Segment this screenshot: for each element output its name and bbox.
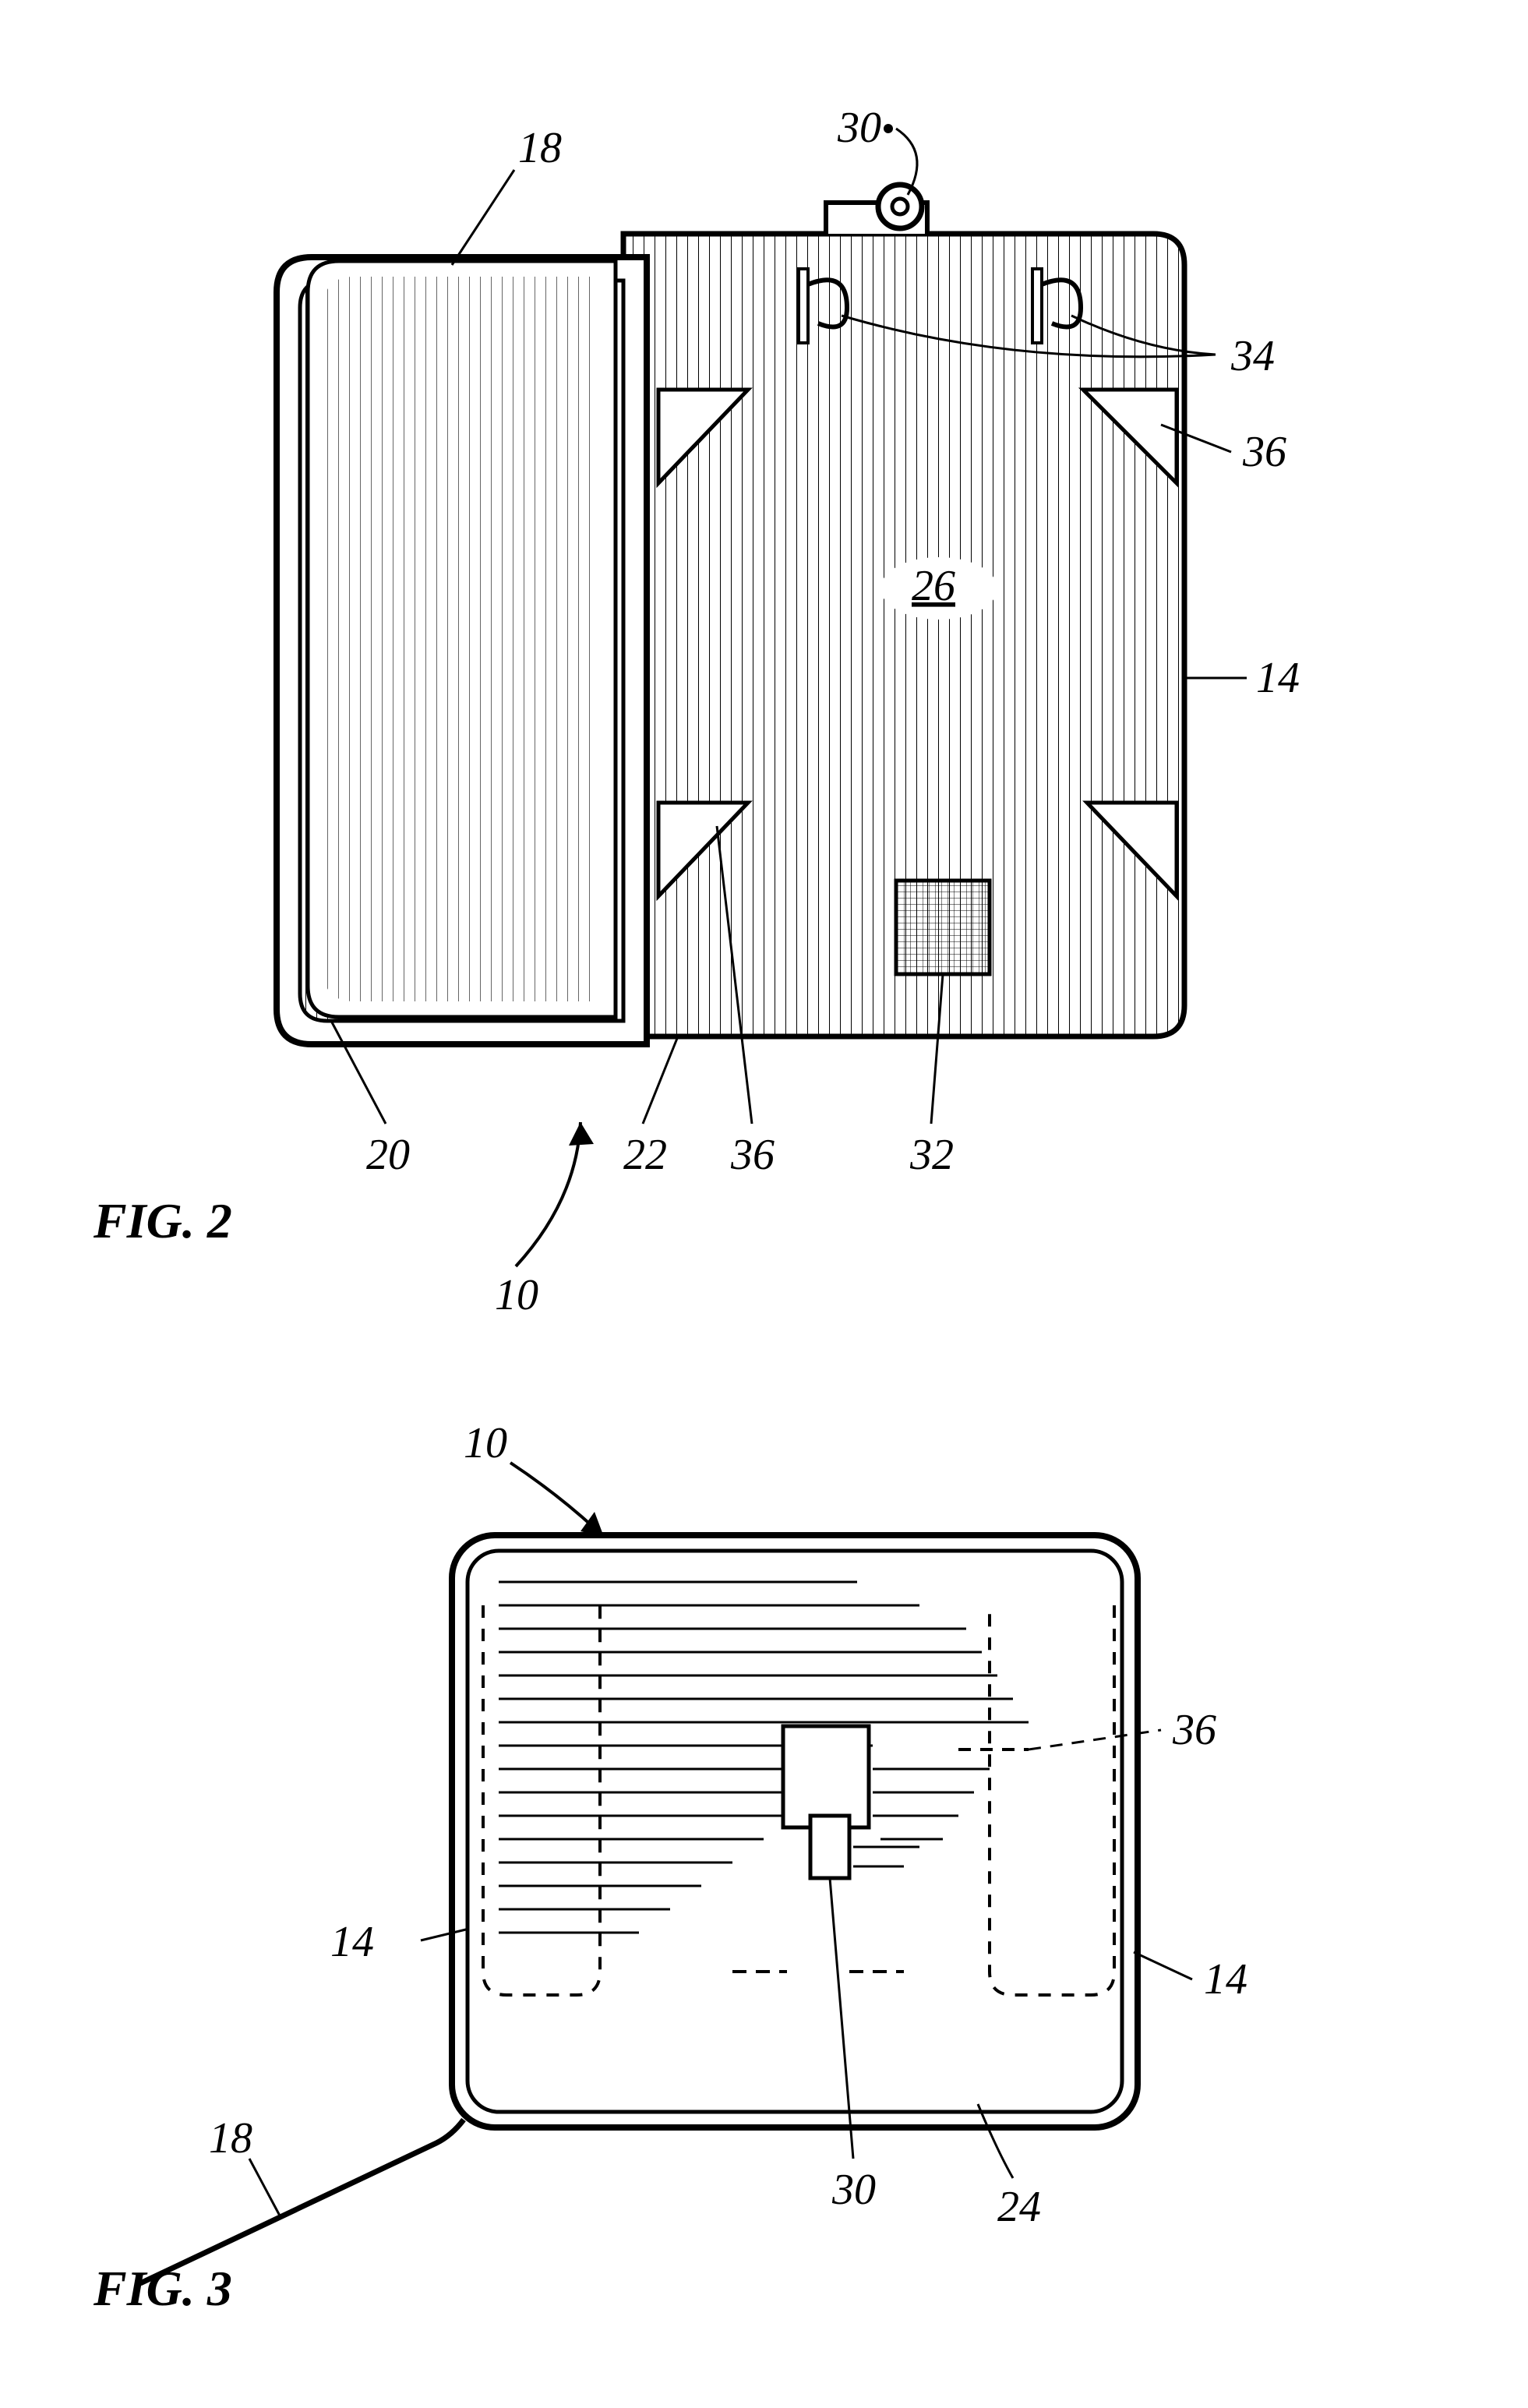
fig2-label: FIG. 2 <box>94 1192 232 1250</box>
fig3-label: FIG. 3 <box>94 2260 232 2318</box>
ref-10: 10 <box>495 1271 538 1319</box>
ref-14: 14 <box>1256 654 1300 702</box>
ref-36-f3: 36 <box>1172 1706 1216 1754</box>
ref-18: 18 <box>518 124 562 172</box>
ref-24-f3: 24 <box>997 2183 1041 2231</box>
ref-22: 22 <box>623 1131 667 1179</box>
ref-36-upper: 36 <box>1242 428 1286 476</box>
mesh-32 <box>896 881 990 974</box>
ref-34: 34 <box>1230 332 1275 380</box>
fig2: 26 18 30 34 36 14 20 22 36 32 <box>277 104 1300 1319</box>
ref-14L-f3: 14 <box>330 1918 374 1966</box>
ref-26: 26 <box>912 562 955 610</box>
ref-14R-f3: 14 <box>1204 1955 1247 2004</box>
ref-10-f3: 10 <box>464 1419 507 1467</box>
fig3: 10 36 14 14 30 24 18 <box>140 1419 1247 2283</box>
lid-18-hatch <box>323 277 600 1001</box>
body-inner <box>468 1551 1122 2112</box>
ref-18-f3: 18 <box>209 2114 252 2163</box>
ref-20: 20 <box>366 1131 410 1179</box>
ref-36-lower: 36 <box>730 1131 775 1179</box>
hanger-30 <box>826 185 927 234</box>
ref-32: 32 <box>909 1131 954 1179</box>
lid-18-line <box>140 2120 464 2283</box>
ref-30-f3: 30 <box>831 2166 876 2214</box>
ref-30: 30 <box>837 104 881 152</box>
